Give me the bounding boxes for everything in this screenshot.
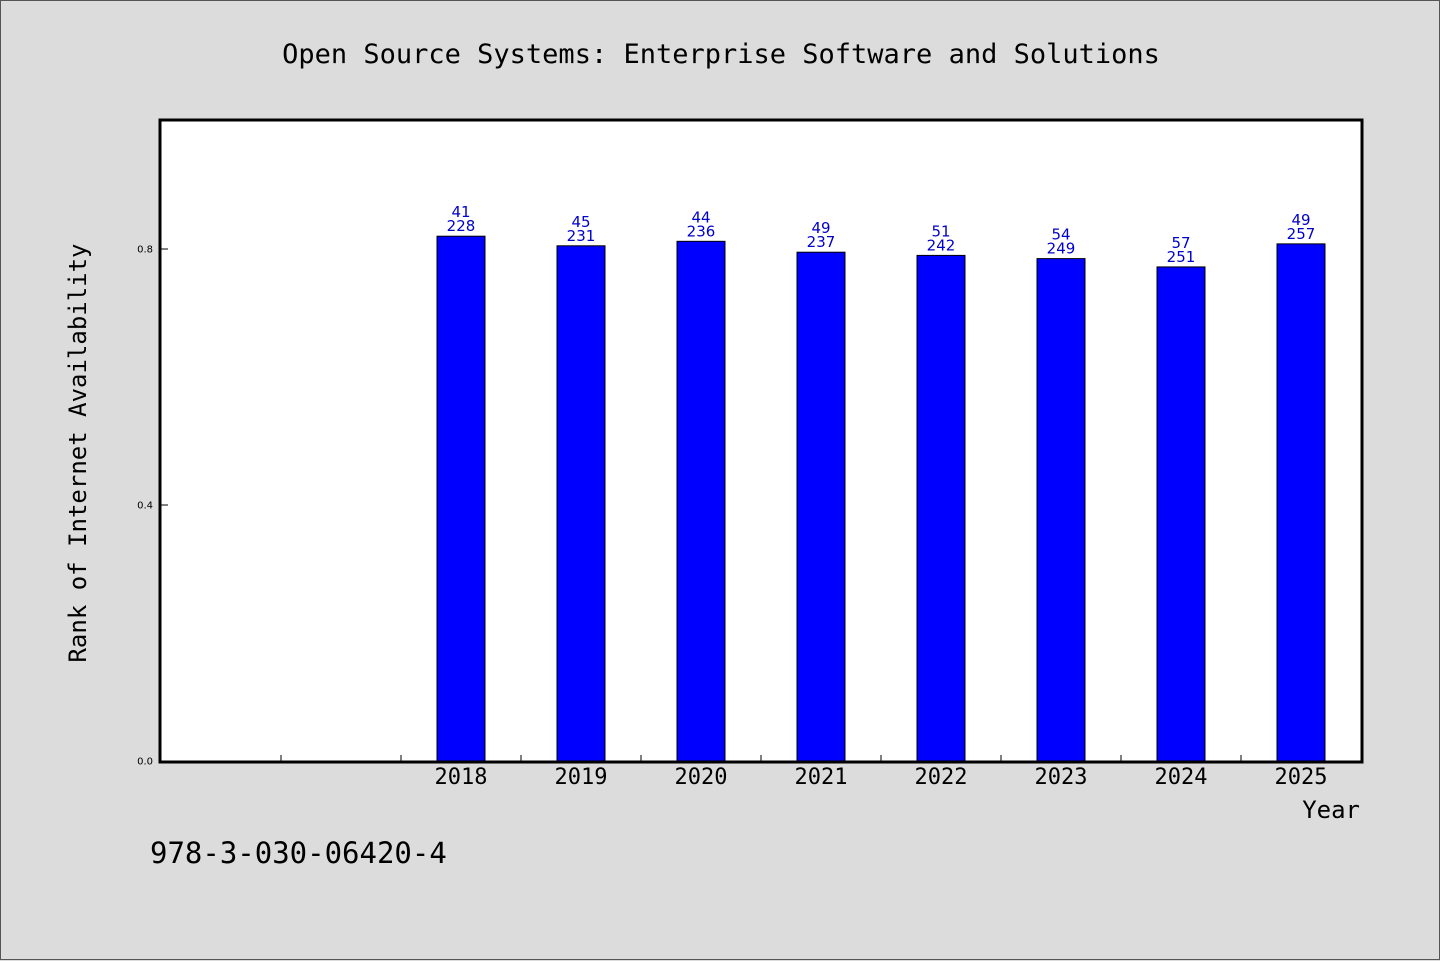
bar-label-top: 51: [931, 222, 950, 240]
bar-label-bottom: 251: [1167, 248, 1196, 266]
x-tick-label: 2023: [1035, 765, 1088, 790]
bars: [436, 235, 1326, 762]
y-axis: 0.0 0.4 0.8: [137, 245, 168, 768]
x-axis-label: Year: [1302, 796, 1360, 824]
bar-label-top: 49: [1291, 211, 1310, 229]
bar: [796, 251, 846, 762]
bar: [1156, 266, 1206, 762]
bar-label-bottom: 231: [567, 227, 596, 245]
x-tick-label: 2025: [1275, 765, 1328, 790]
bar-label-bottom: 228: [447, 217, 476, 235]
y-tick-label: 0.0: [137, 757, 153, 768]
x-tick-label: 2020: [675, 765, 728, 790]
bar: [676, 240, 726, 762]
bar-label-top: 57: [1171, 234, 1190, 252]
bar-label-top: 49: [811, 219, 830, 237]
y-tick-label: 0.4: [137, 501, 153, 512]
x-tick-label: 2021: [795, 765, 848, 790]
x-axis: 2018 2019 2020 2021 2022 2023 2024 2025: [280, 755, 1328, 790]
bar-label-top: 54: [1051, 226, 1070, 244]
x-tick-label: 2018: [435, 765, 488, 790]
bar-label-bottom: 257: [1287, 225, 1316, 243]
bar-label-top: 45: [571, 213, 590, 231]
bar: [1276, 243, 1326, 762]
y-tick-label: 0.8: [137, 245, 153, 256]
bar: [436, 235, 486, 762]
chart-title: Open Source Systems: Enterprise Software…: [282, 39, 1160, 70]
bar-label-bottom: 236: [687, 222, 716, 240]
bar-label-bottom: 242: [927, 236, 956, 254]
bar: [556, 245, 606, 762]
bar: [1036, 258, 1086, 762]
bar-label-top: 41: [451, 203, 470, 221]
footnote-isbn: 978-3-030-06420-4: [150, 836, 447, 870]
x-tick-label: 2024: [1155, 765, 1208, 790]
y-axis-label: Rank of Internet Availability: [64, 243, 92, 662]
bar-label-bottom: 249: [1047, 240, 1076, 258]
x-tick-label: 2019: [555, 765, 608, 790]
bar-label-top: 44: [691, 208, 710, 226]
bar: [916, 254, 966, 762]
x-tick-label: 2022: [915, 765, 968, 790]
bar-label-bottom: 237: [807, 233, 836, 251]
